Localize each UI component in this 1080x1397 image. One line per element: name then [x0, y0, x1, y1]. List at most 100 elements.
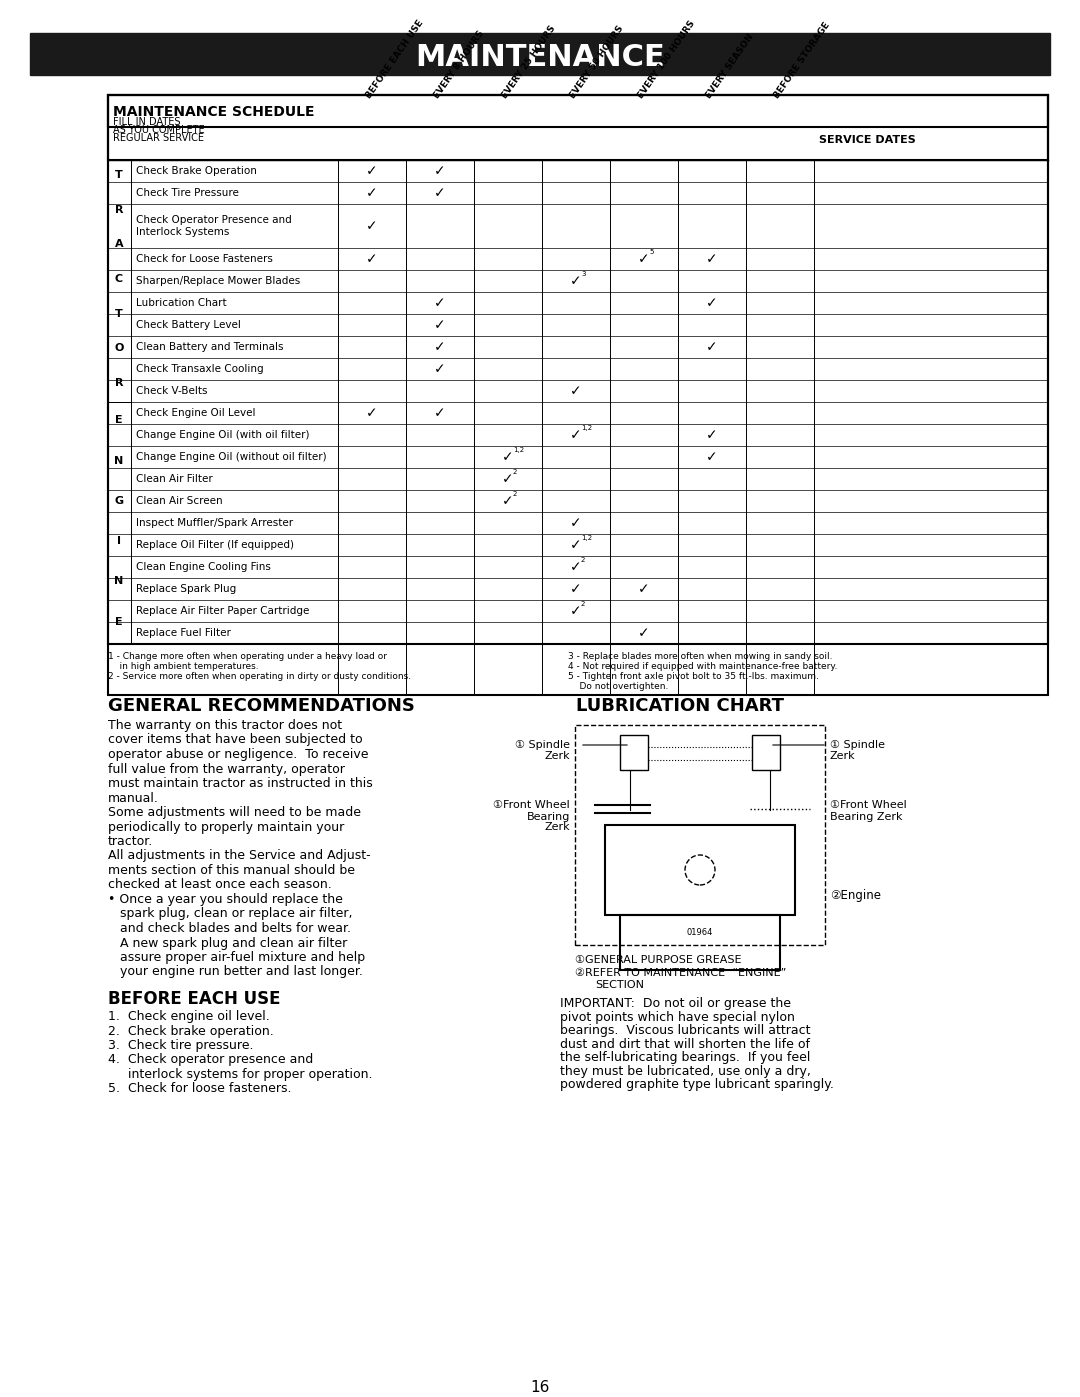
Text: ✓: ✓ [366, 163, 378, 177]
Text: 3 - Replace blades more often when mowing in sandy soil.: 3 - Replace blades more often when mowin… [568, 652, 833, 661]
Text: AS YOU COMPLETE: AS YOU COMPLETE [113, 124, 204, 136]
Text: powdered graphite type lubricant sparingly.: powdered graphite type lubricant sparing… [561, 1078, 834, 1091]
Text: EVERY 100 HOURS: EVERY 100 HOURS [636, 18, 698, 101]
Text: ✓: ✓ [570, 274, 582, 288]
Text: 1,2: 1,2 [581, 535, 592, 541]
Bar [108, 161, 131, 402]
Text: A: A [114, 239, 123, 250]
Text: C: C [114, 274, 123, 284]
Text: ✓: ✓ [638, 251, 650, 265]
Text: 1.  Check engine oil level.: 1. Check engine oil level. [108, 1010, 270, 1023]
Text: Clean Air Filter: Clean Air Filter [136, 474, 213, 483]
Text: ✓: ✓ [706, 427, 718, 441]
Text: cover items that have been subjected to: cover items that have been subjected to [108, 733, 363, 746]
Text: 5 - Tighten front axle pivot bolt to 35 ft.-lbs. maximum.: 5 - Tighten front axle pivot bolt to 35 … [568, 672, 819, 680]
Text: G: G [114, 496, 123, 506]
Text: spark plug, clean or replace air filter,: spark plug, clean or replace air filter, [108, 908, 352, 921]
Text: 1 - Change more often when operating under a heavy load or: 1 - Change more often when operating und… [108, 652, 387, 661]
Text: Replace Spark Plug: Replace Spark Plug [136, 584, 237, 594]
Text: 5.  Check for loose fasteners.: 5. Check for loose fasteners. [108, 1083, 292, 1095]
Text: GENERAL RECOMMENDATIONS: GENERAL RECOMMENDATIONS [108, 697, 415, 715]
Text: they must be lubricated, use only a dry,: they must be lubricated, use only a dry, [561, 1065, 811, 1077]
Text: Inspect Muffler/Spark Arrester: Inspect Muffler/Spark Arrester [136, 518, 293, 528]
Bar [108, 402, 131, 644]
Text: 5: 5 [649, 249, 653, 256]
Text: Sharpen/Replace Mower Blades: Sharpen/Replace Mower Blades [136, 277, 300, 286]
Text: ✓: ✓ [434, 319, 446, 332]
Text: A new spark plug and clean air filter: A new spark plug and clean air filter [108, 936, 348, 950]
Text: 16: 16 [530, 1380, 550, 1396]
Text: Zerk: Zerk [544, 752, 570, 761]
Text: tractor.: tractor. [108, 835, 153, 848]
Text: Replace Fuel Filter: Replace Fuel Filter [136, 629, 231, 638]
Text: 1,2: 1,2 [581, 425, 592, 432]
Bar [108, 95, 1048, 644]
Bar [605, 826, 795, 915]
Text: EVERY SEASON: EVERY SEASON [704, 32, 756, 101]
Text: ✓: ✓ [502, 450, 514, 464]
Bar [108, 95, 1048, 161]
Text: ✓: ✓ [502, 495, 514, 509]
Text: 2.  Check brake operation.: 2. Check brake operation. [108, 1024, 273, 1038]
Text: 2: 2 [581, 601, 585, 608]
Text: Change Engine Oil (without oil filter): Change Engine Oil (without oil filter) [136, 453, 326, 462]
Text: R: R [114, 205, 123, 215]
Text: BEFORE EACH USE: BEFORE EACH USE [365, 18, 426, 101]
Text: ①Front Wheel: ①Front Wheel [831, 800, 907, 810]
Text: Some adjustments will need to be made: Some adjustments will need to be made [108, 806, 361, 819]
Text: 2 - Service more often when operating in dirty or dusty conditions.: 2 - Service more often when operating in… [108, 672, 411, 680]
Text: Check Engine Oil Level: Check Engine Oil Level [136, 408, 256, 418]
Text: ✓: ✓ [366, 251, 378, 265]
Text: Bearing: Bearing [527, 812, 570, 821]
Text: ① Spindle: ① Spindle [515, 740, 570, 750]
Text: Check Tire Pressure: Check Tire Pressure [136, 189, 239, 198]
Text: 3: 3 [581, 271, 585, 277]
Text: Change Engine Oil (with oil filter): Change Engine Oil (with oil filter) [136, 430, 310, 440]
Text: ✓: ✓ [570, 583, 582, 597]
Text: Clean Engine Cooling Fins: Clean Engine Cooling Fins [136, 562, 271, 571]
Text: Do not overtighten.: Do not overtighten. [568, 682, 669, 692]
Text: T: T [116, 309, 123, 319]
Text: 4 - Not required if equipped with maintenance-free battery.: 4 - Not required if equipped with mainte… [568, 662, 837, 671]
Text: Check Battery Level: Check Battery Level [136, 320, 241, 330]
Text: ✓: ✓ [366, 219, 378, 233]
Text: 2: 2 [581, 557, 585, 563]
Text: Check for Loose Fasteners: Check for Loose Fasteners [136, 254, 273, 264]
Text: dust and dirt that will shorten the life of: dust and dirt that will shorten the life… [561, 1038, 810, 1051]
Text: must maintain tractor as instructed in this: must maintain tractor as instructed in t… [108, 777, 373, 789]
Text: ②Engine: ②Engine [831, 888, 881, 901]
Text: bearings.  Viscous lubricants will attract: bearings. Viscous lubricants will attrac… [561, 1024, 810, 1037]
Text: ①GENERAL PURPOSE GREASE: ①GENERAL PURPOSE GREASE [575, 956, 742, 965]
Bar [575, 725, 825, 944]
Text: R: R [114, 377, 123, 388]
Text: ✓: ✓ [434, 163, 446, 177]
Text: ✓: ✓ [570, 384, 582, 398]
Text: ✓: ✓ [366, 186, 378, 200]
Bar [752, 735, 780, 770]
Text: Zerk: Zerk [544, 821, 570, 833]
Bar [620, 915, 780, 970]
Text: ① Spindle: ① Spindle [831, 740, 885, 750]
Text: Check Operator Presence and
Interlock Systems: Check Operator Presence and Interlock Sy… [136, 215, 292, 237]
Bar [620, 735, 648, 770]
Text: full value from the warranty, operator: full value from the warranty, operator [108, 763, 345, 775]
Text: 1,2: 1,2 [513, 447, 524, 453]
Text: ✓: ✓ [706, 339, 718, 353]
Text: Lubrication Chart: Lubrication Chart [136, 298, 227, 307]
Text: Check Transaxle Cooling: Check Transaxle Cooling [136, 365, 264, 374]
Bar [30, 34, 1050, 75]
Text: checked at least once each season.: checked at least once each season. [108, 879, 332, 891]
Text: ✓: ✓ [706, 450, 718, 464]
Text: ✓: ✓ [638, 626, 650, 640]
Text: REGULAR SERVICE: REGULAR SERVICE [113, 133, 204, 142]
Text: ✓: ✓ [570, 515, 582, 529]
Text: SECTION: SECTION [595, 981, 644, 990]
Text: Bearing Zerk: Bearing Zerk [831, 812, 903, 821]
Text: Check Brake Operation: Check Brake Operation [136, 166, 257, 176]
Text: assure proper air-fuel mixture and help: assure proper air-fuel mixture and help [108, 951, 365, 964]
Text: MAINTENANCE: MAINTENANCE [415, 42, 665, 71]
Text: E: E [116, 617, 123, 627]
Text: The warranty on this tractor does not: The warranty on this tractor does not [108, 719, 342, 732]
Text: • Once a year you should replace the: • Once a year you should replace the [108, 893, 342, 907]
Text: 2: 2 [513, 490, 517, 497]
